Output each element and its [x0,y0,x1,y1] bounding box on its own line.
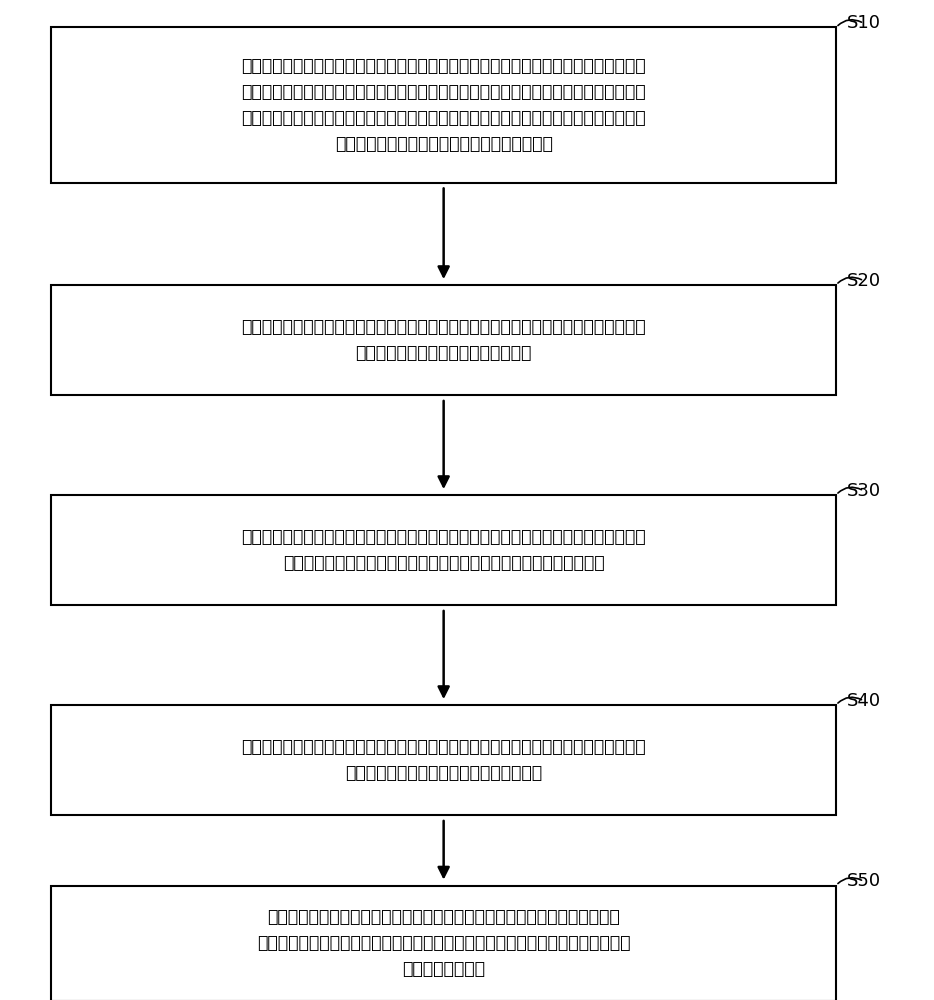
Bar [51,886,836,1000]
Text: 以及压力，并传输至测控计算机，测控计算机对含水率值、含硫率值、粉尘率值、煤气组: 以及压力，并传输至测控计算机，测控计算机对含水率值、含硫率值、粉尘率值、煤气组 [241,83,646,101]
Text: 锅炉控制器、管汇控制器以及双层连续管控制器: 锅炉控制器、管汇控制器以及双层连续管控制器 [334,135,553,153]
Text: 发送测控指令集的管汇调控指令到管汇控制器，使管汇控制器调控管汇上各控制阀的状态: 发送测控指令集的管汇调控指令到管汇控制器，使管汇控制器调控管汇上各控制阀的状态 [241,528,646,546]
Text: 采集测控井口装置的采气井口装置内的煤气的含水率、含硫率、粉尘率、煤气组份、温度: 采集测控井口装置的采气井口装置内的煤气的含水率、含硫率、粉尘率、煤气组份、温度 [241,57,646,75]
Bar [51,705,836,815]
Bar [51,285,836,395]
Text: 发送测控指令集的连续管回抽指令到双层连续管控制器，使双层连续管控制器调控连续管: 发送测控指令集的连续管回抽指令到双层连续管控制器，使双层连续管控制器调控连续管 [241,738,646,756]
Text: 锅炉的运行状态以及调控管汇的蒸汽量: 锅炉的运行状态以及调控管汇的蒸汽量 [356,344,531,362]
Text: 份值、温度值以及压力值进行计算、分析、决策而产生测控指令集，将测控指令集发送到: 份值、温度值以及压力值进行计算、分析、决策而产生测控指令集，将测控指令集发送到 [241,109,646,127]
Text: S10: S10 [847,14,881,32]
Text: S50: S50 [847,872,881,890]
FancyArrowPatch shape [838,20,861,26]
FancyArrowPatch shape [838,487,861,493]
FancyArrowPatch shape [838,277,861,283]
Text: S40: S40 [847,692,881,710]
Text: 温度值以及压力值: 温度值以及压力值 [403,960,485,978]
Text: 和第二控制阀的通径大小，以改变含水率值、含硫率值、粉尘率值、煤气组份值、: 和第二控制阀的通径大小，以改变含水率值、含硫率值、粉尘率值、煤气组份值、 [257,934,630,952]
Bar [51,495,836,605]
Text: 测控计算机的压力调控指令直接调控采气井口装置上的第一控制阀的通径大小: 测控计算机的压力调控指令直接调控采气井口装置上的第一控制阀的通径大小 [267,908,620,926]
Bar [51,27,836,182]
FancyArrowPatch shape [838,697,861,703]
Text: S30: S30 [847,482,881,500]
FancyArrowPatch shape [838,878,861,884]
Text: S20: S20 [847,272,881,290]
Text: 在煤层中的回抽长度以改变煤炭气化的当量: 在煤层中的回抽长度以改变煤炭气化的当量 [345,764,543,782]
Text: 发送测控指令集的锅炉指令到锅炉控制器，使锅炉控制器调控注汽锅炉的组合、调控注汽: 发送测控指令集的锅炉指令到锅炉控制器，使锅炉控制器调控注汽锅炉的组合、调控注汽 [241,318,646,336]
Text: 从而改变相应注入参数数值，调控控制阀的通径大小以进行流体的混合: 从而改变相应注入参数数值，调控控制阀的通径大小以进行流体的混合 [283,554,604,572]
